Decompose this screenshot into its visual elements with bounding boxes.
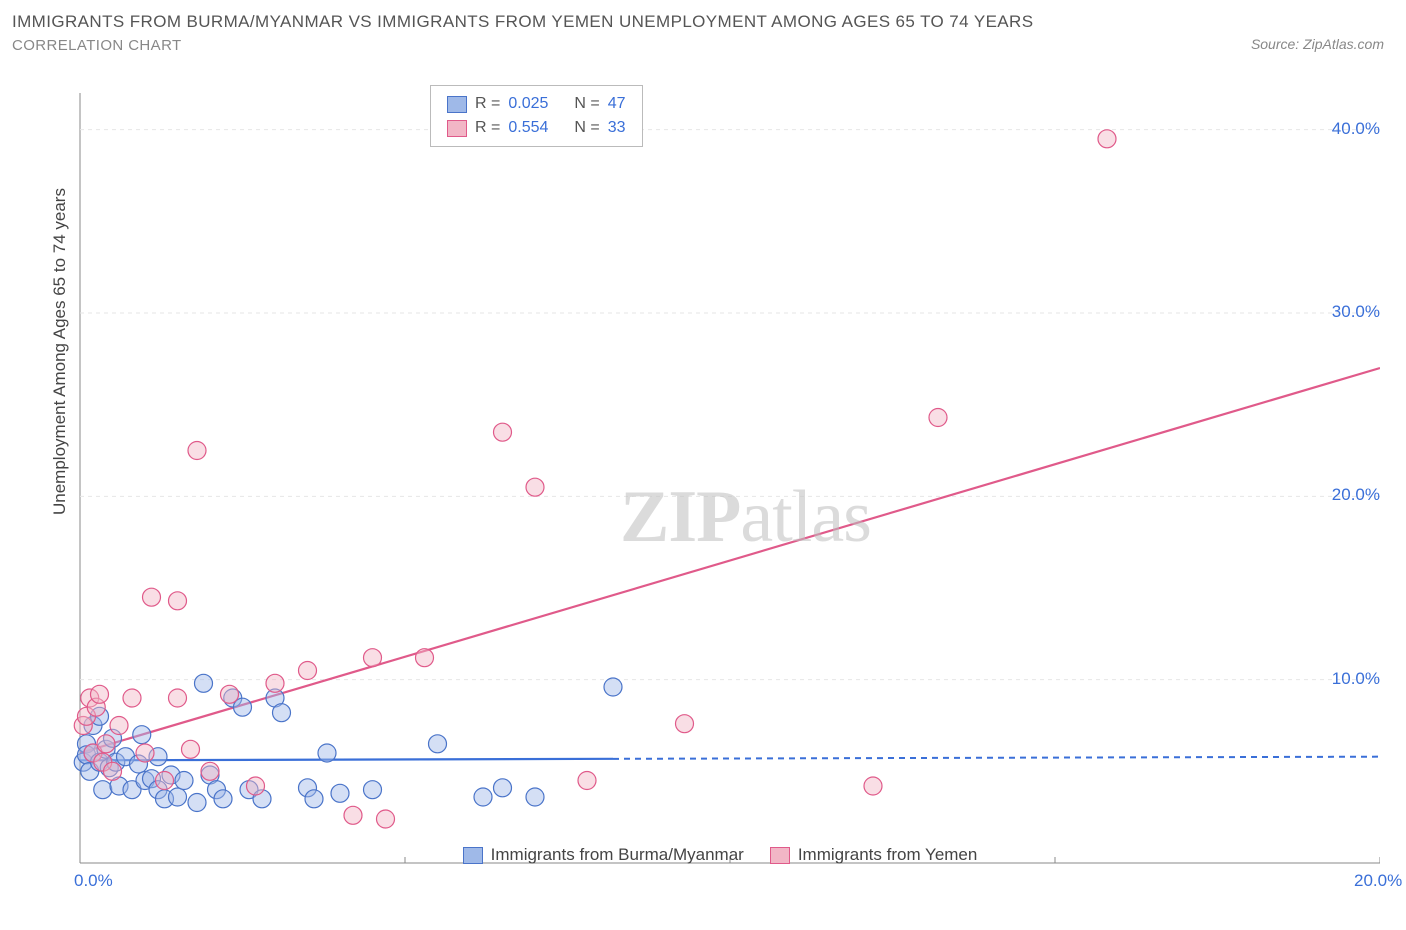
y-tick-label: 10.0% xyxy=(1332,669,1380,689)
n-label: N = xyxy=(574,92,599,116)
x-tick-label: 20.0% xyxy=(1354,871,1402,891)
r-value: 0.025 xyxy=(508,92,548,116)
legend-swatch xyxy=(770,847,790,864)
y-tick-label: 40.0% xyxy=(1332,119,1380,139)
series-swatch xyxy=(447,96,467,113)
scatter-plot xyxy=(60,85,1380,885)
legend-item: Immigrants from Burma/Myanmar xyxy=(463,845,744,865)
legend-label: Immigrants from Yemen xyxy=(798,845,978,865)
stats-box: R = 0.025 N = 47 R = 0.554 N = 33 xyxy=(430,85,643,147)
chart-container: Unemployment Among Ages 65 to 74 years Z… xyxy=(60,85,1380,885)
n-value: 47 xyxy=(608,92,626,116)
stats-row: R = 0.025 N = 47 xyxy=(447,92,626,116)
legend-label: Immigrants from Burma/Myanmar xyxy=(491,845,744,865)
chart-title: IMMIGRANTS FROM BURMA/MYANMAR VS IMMIGRA… xyxy=(12,8,1386,35)
r-label: R = xyxy=(475,92,500,116)
x-tick-label: 0.0% xyxy=(74,871,113,891)
y-tick-label: 20.0% xyxy=(1332,485,1380,505)
stats-row: R = 0.554 N = 33 xyxy=(447,116,626,140)
r-label: R = xyxy=(475,116,500,140)
y-tick-label: 30.0% xyxy=(1332,302,1380,322)
r-value: 0.554 xyxy=(508,116,548,140)
n-label: N = xyxy=(574,116,599,140)
legend-swatch xyxy=(463,847,483,864)
n-value: 33 xyxy=(608,116,626,140)
legend-item: Immigrants from Yemen xyxy=(770,845,978,865)
legend: Immigrants from Burma/Myanmar Immigrants … xyxy=(60,845,1380,865)
source-attribution: Source: ZipAtlas.com xyxy=(1251,36,1384,52)
series-swatch xyxy=(447,120,467,137)
chart-subtitle: CORRELATION CHART xyxy=(12,37,1386,54)
